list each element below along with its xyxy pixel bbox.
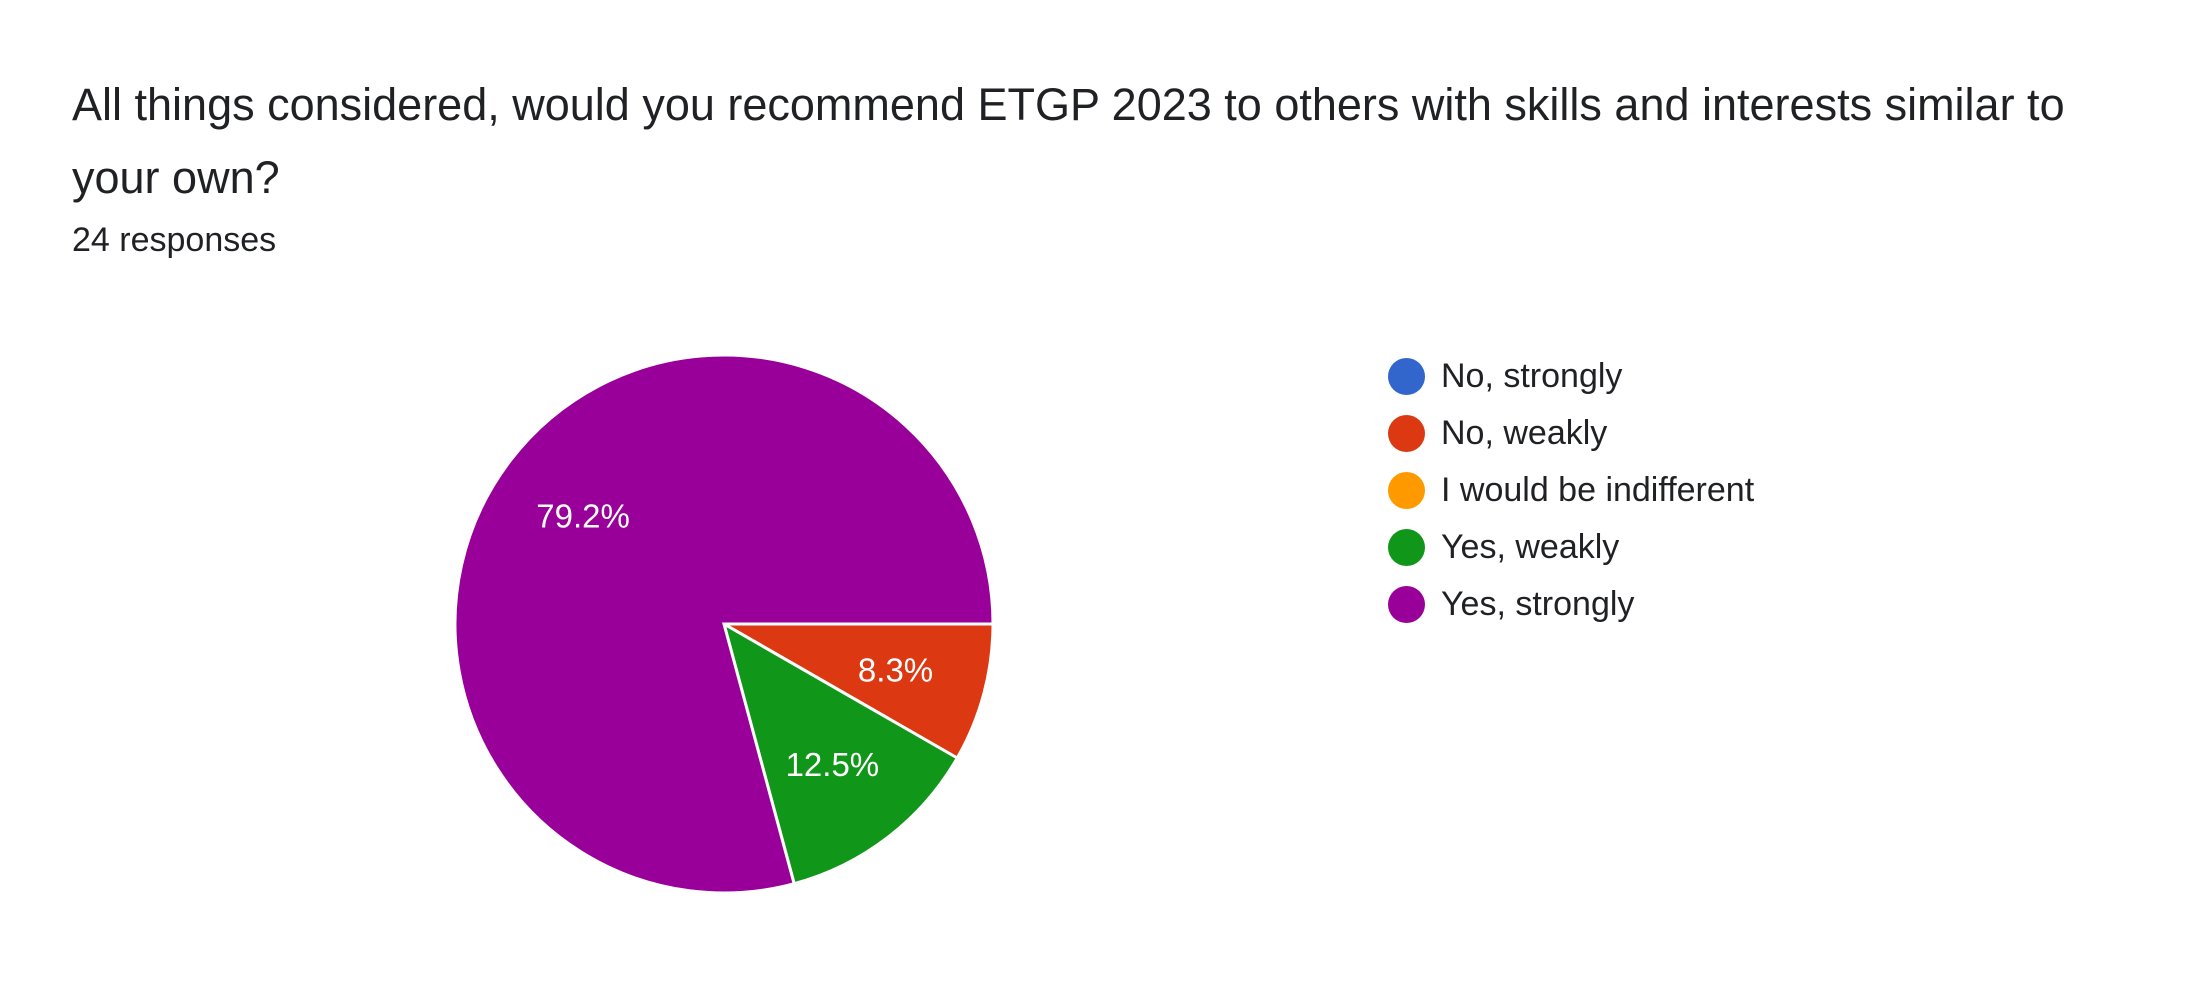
legend-item-yes-weakly[interactable]: Yes, weakly xyxy=(1388,519,1754,576)
legend-swatch-icon xyxy=(1388,415,1425,452)
chart-legend: No, strongly No, weakly I would be indiffe… xyxy=(1388,348,1754,633)
pie-slice-labels: 8.3% 12.5% 79.2% xyxy=(536,498,933,784)
legend-item-no-weakly[interactable]: No, weakly xyxy=(1388,405,1754,462)
legend-item-no-strongly[interactable]: No, strongly xyxy=(1388,348,1754,405)
response-count: 24 responses xyxy=(72,221,277,259)
legend-item-yes-strongly[interactable]: Yes, strongly xyxy=(1388,576,1754,633)
legend-item-i-would-be-indifferent[interactable]: I would be indifferent xyxy=(1388,462,1754,519)
pie-slice-yes-weakly[interactable] xyxy=(721,620,960,886)
pie-slice-no-weakly[interactable] xyxy=(718,622,995,761)
pie-slice-label-no-weakly: 8.3% xyxy=(858,651,933,688)
legend-label: Yes, weakly xyxy=(1441,528,1620,566)
legend-label: No, strongly xyxy=(1441,357,1623,395)
legend-swatch-icon xyxy=(1388,586,1425,623)
legend-label: Yes, strongly xyxy=(1441,585,1635,623)
pie-slice-label-yes-weakly: 12.5% xyxy=(786,746,880,783)
legend-swatch-icon xyxy=(1388,358,1425,395)
question-title: All things considered, would you recomme… xyxy=(72,79,2065,203)
legend-label: No, weakly xyxy=(1441,414,1608,452)
pie-slices xyxy=(453,353,995,895)
pie-slice-yes-strongly[interactable] xyxy=(453,353,995,895)
legend-swatch-icon xyxy=(1388,472,1425,509)
pie-slice-label-yes-strongly: 79.2% xyxy=(536,498,630,535)
legend-label: I would be indifferent xyxy=(1441,471,1755,509)
legend-swatch-icon xyxy=(1388,529,1425,566)
